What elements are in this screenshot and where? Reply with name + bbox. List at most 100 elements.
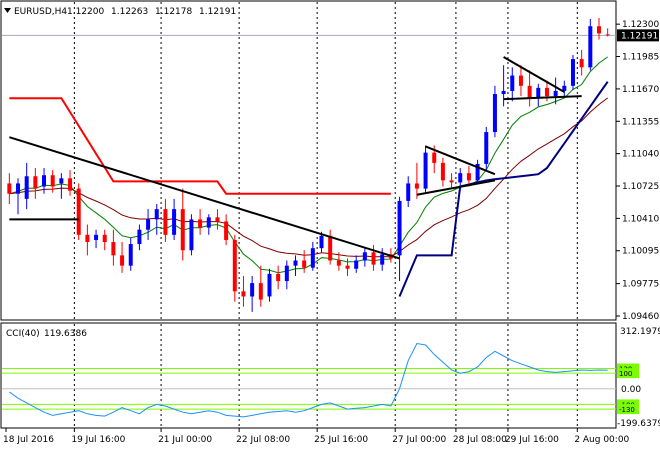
cci-scale-min: -199.6379 [617, 419, 660, 429]
cci-line-group [9, 342, 608, 418]
price-grid [2, 2, 616, 319]
candle-body [59, 178, 64, 184]
candle-body [354, 260, 359, 269]
candle-body [198, 219, 203, 228]
candle-body [137, 229, 142, 245]
candle-body [432, 152, 437, 163]
low-value: 1.12178 [155, 7, 192, 17]
candle-body [553, 90, 558, 97]
candle-body [24, 176, 29, 199]
cci-level-label: 100 [619, 370, 632, 378]
symbol-label: EURUSD,H4 [14, 7, 67, 17]
candle-body [397, 200, 402, 256]
candle-body [163, 209, 168, 235]
candle-body [328, 235, 333, 261]
candle-body [154, 209, 159, 220]
time-axis-label: 21 Jul 00:00 [158, 435, 212, 445]
stop-line [9, 97, 391, 195]
flag-lower-line [416, 179, 496, 196]
indicator-pane-frame [0, 322, 617, 429]
candle-body [206, 217, 211, 228]
cci-grid [2, 324, 616, 427]
candle-body [475, 163, 480, 181]
time-axis-label: 27 Jul 00:00 [392, 435, 446, 445]
trend-lines [9, 56, 582, 260]
candle-body [120, 255, 125, 266]
candle-body [302, 260, 307, 268]
symbol-dropdown-icon[interactable] [4, 8, 11, 13]
price-axis-label: 1.10095 [622, 247, 659, 257]
candle-body [588, 26, 593, 68]
time-axis-label: 29 Jul 16:00 [505, 435, 559, 445]
candle-body [579, 59, 584, 68]
candle-body [406, 183, 411, 201]
candle-body [284, 265, 289, 282]
price-axis-label: 1.10410 [622, 214, 659, 224]
candle-body [42, 175, 47, 187]
candle-body [267, 273, 272, 297]
price-axis-label: 1.09775 [622, 280, 659, 290]
candle-body [215, 217, 220, 222]
time-axis-label: 2 Aug 00:00 [574, 435, 629, 445]
candle-body [7, 183, 12, 194]
candle-body [293, 260, 298, 266]
candle-body [596, 26, 601, 34]
cci-line [9, 342, 608, 418]
candle-body [501, 90, 506, 95]
candle-body [562, 85, 567, 91]
candle-body [371, 252, 376, 265]
downtrend-line [9, 136, 400, 260]
pennant-upper-line [503, 56, 565, 93]
candle-body [449, 180, 454, 183]
candle-body [362, 252, 367, 261]
open-value: 1.12200 [67, 7, 104, 17]
candle-body [414, 183, 419, 189]
candle-body [536, 87, 541, 99]
price-axis-label: 1.10725 [622, 182, 659, 192]
candle-body [345, 265, 350, 269]
candle-body [241, 291, 246, 297]
ema-slow-line [9, 97, 609, 258]
current-price-label: 1.12191 [621, 31, 658, 41]
candle-body [518, 75, 523, 86]
candle-body [68, 178, 73, 191]
candle-body [94, 234, 99, 240]
candle-body [76, 188, 81, 235]
candle-body [336, 260, 341, 266]
close-value: 1.12191 [199, 7, 236, 17]
candle-body [310, 248, 315, 268]
high-value: 1.12263 [111, 7, 148, 17]
candle-body [527, 85, 532, 99]
price-axis-label: 1.09460 [622, 312, 659, 322]
cci-name: CCI(40) [6, 329, 40, 339]
candle-body [570, 59, 575, 86]
candle-body [544, 87, 549, 97]
candle-body [440, 162, 445, 181]
price-pane-frame [0, 0, 617, 321]
time-axis-label: 25 Jul 16:00 [314, 435, 368, 445]
candle-body [16, 183, 21, 194]
candle-body [50, 175, 55, 187]
current-price-tag [617, 29, 659, 42]
candle-body [224, 221, 229, 240]
cci-level-label: 0.00 [621, 385, 641, 395]
candle-body [605, 34, 610, 36]
channel-line [398, 81, 609, 297]
candle-body [172, 209, 177, 235]
candle-body [319, 235, 324, 249]
price-axis-label: 1.11355 [622, 117, 659, 127]
candle-body [466, 173, 471, 181]
time-axis-label: 22 Jul 08:00 [236, 435, 290, 445]
price-axis-label: 1.12300 [622, 20, 659, 30]
candle-body [146, 219, 151, 230]
cci-level-label: -130 [619, 406, 635, 414]
candle-body [492, 94, 497, 133]
candle-body [85, 234, 90, 243]
candle-body [423, 152, 428, 189]
cci-level-tag [617, 404, 639, 415]
cci-scale-max: 312.1979 [620, 327, 660, 337]
candle-body [189, 219, 194, 251]
flag-upper-line [425, 145, 496, 176]
